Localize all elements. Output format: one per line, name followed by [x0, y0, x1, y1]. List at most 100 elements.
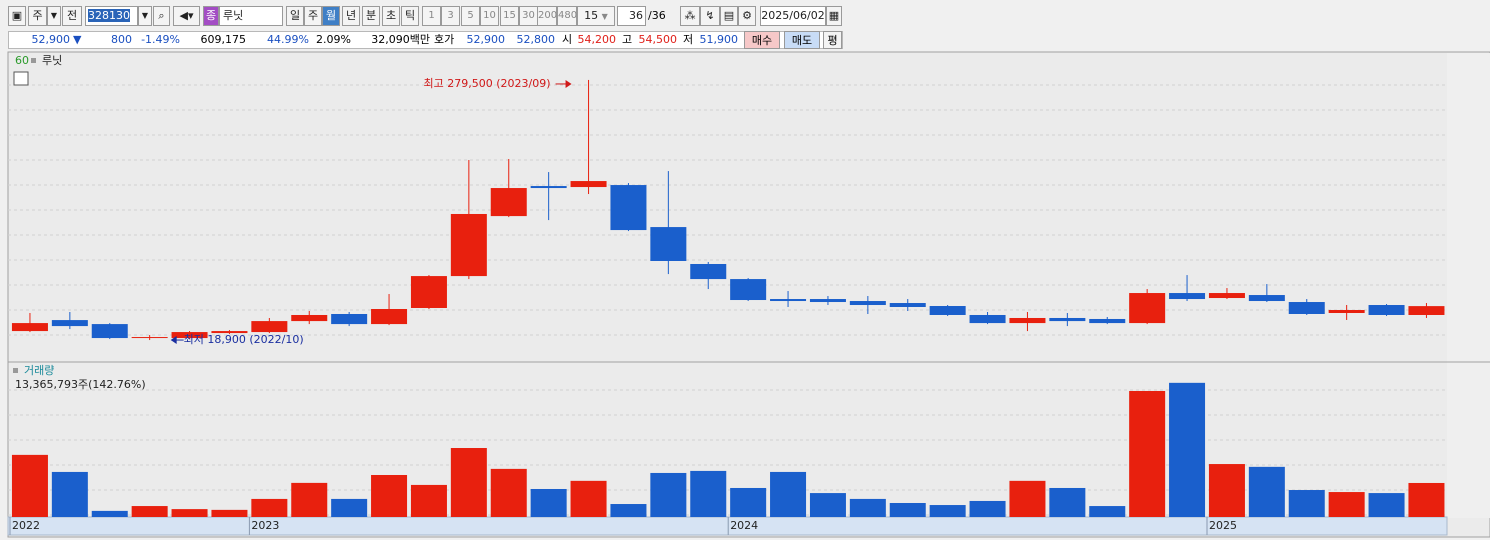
- table-icon[interactable]: [13, 71, 29, 86]
- volume-bar: [1049, 487, 1086, 517]
- volume-bar: [1009, 480, 1046, 517]
- candle-body: [770, 299, 807, 302]
- volume-bar: [929, 505, 966, 517]
- candle-body: [331, 313, 368, 325]
- candle-body: [1328, 310, 1365, 313]
- mode[interactable]: 전: [62, 6, 82, 26]
- candle-body: [849, 301, 886, 306]
- toolbar-button[interactable]: 주: [304, 6, 322, 26]
- candle-body: [131, 337, 168, 339]
- volume-bar: [1208, 464, 1245, 517]
- high-label: 고: [622, 33, 633, 46]
- period[interactable]: 주: [28, 6, 47, 26]
- step-select[interactable]: 15 ▼: [577, 6, 615, 26]
- volume-bar: [969, 500, 1006, 517]
- toolbar-button[interactable]: 틱: [401, 6, 419, 26]
- candle-body: [650, 227, 687, 261]
- toolbar-button[interactable]: 200: [537, 6, 557, 26]
- high-annotation: 최고 279,500 (2023/09): [424, 77, 551, 90]
- volume-title: 거래량: [24, 364, 54, 377]
- volume-bar: [570, 480, 607, 517]
- x-tick-label: 2025: [1209, 519, 1237, 532]
- name-input[interactable]: 루닛: [219, 6, 283, 26]
- sound[interactable]: ◀▾: [173, 6, 200, 26]
- volume-bar: [809, 493, 846, 517]
- toolbar-button[interactable]: 초: [382, 6, 400, 26]
- candle-body: [11, 323, 48, 332]
- change-rate: -1.49%: [141, 33, 180, 46]
- candle-body: [450, 213, 487, 277]
- volume-bar: [690, 470, 727, 517]
- volume-bar: [1408, 482, 1445, 517]
- toolbar-button[interactable]: 1: [422, 6, 441, 26]
- volume-bar: [211, 509, 248, 517]
- toolbar-button[interactable]: 480: [557, 6, 577, 26]
- candle-body: [1089, 318, 1126, 324]
- search[interactable]: ⌕: [153, 6, 170, 26]
- candle-body: [1129, 293, 1166, 324]
- volume-bar: [291, 482, 328, 517]
- candle-body: [610, 185, 647, 231]
- candle-body: [410, 276, 447, 309]
- sell-button[interactable]: 매도: [784, 31, 820, 49]
- tool-icon[interactable]: ↯: [700, 6, 720, 26]
- dropdown[interactable]: ▼: [138, 6, 152, 26]
- high-arrowhead: [565, 79, 572, 88]
- count[interactable]: 36: [617, 6, 646, 26]
- volume-bar: [131, 506, 168, 517]
- volume-bar: [849, 498, 886, 517]
- save-icon[interactable]: ▤: [720, 6, 738, 26]
- volume-bar: [1368, 493, 1405, 517]
- toolbar-button[interactable]: 분: [362, 6, 380, 26]
- toolbar-button[interactable]: 10: [480, 6, 499, 26]
- candle-body: [51, 320, 88, 327]
- x-tick-label: 2022: [12, 519, 40, 532]
- volume-bar: [490, 468, 527, 517]
- volume-bar: [1328, 492, 1365, 517]
- layout-icon[interactable]: ▣: [8, 6, 26, 26]
- price: 52,900: [31, 33, 71, 46]
- settings-icon[interactable]: ⚙: [738, 6, 756, 26]
- volume-bar: [889, 502, 926, 517]
- right-axis: [1447, 53, 1490, 518]
- x-tick-label: 2023: [251, 519, 279, 532]
- candle-body: [929, 306, 966, 315]
- low-label: 저: [683, 33, 694, 46]
- tool-icon[interactable]: ⁂: [680, 6, 700, 26]
- volume-bar: [331, 498, 368, 517]
- toolbar-button[interactable]: 5: [461, 6, 480, 26]
- indicator: 60: [15, 54, 29, 67]
- volume: 609,175: [200, 33, 247, 46]
- open: 54,200: [577, 33, 617, 46]
- volume-bar: [91, 510, 128, 517]
- high: 54,500: [638, 33, 678, 46]
- legend-box: [13, 368, 18, 373]
- avg-button[interactable]: 평: [823, 31, 842, 49]
- volume-bar: [1169, 382, 1206, 517]
- x-axis: [7, 516, 1448, 536]
- candle-body: [91, 324, 128, 339]
- x-tick-label: 2024: [730, 519, 758, 532]
- dropdown[interactable]: ▼: [47, 6, 61, 26]
- toolbar-button[interactable]: 월: [322, 6, 340, 26]
- candle-body: [1049, 317, 1086, 322]
- turnover-rate: 2.09%: [316, 33, 351, 46]
- volume-bar: [610, 504, 647, 517]
- code-input[interactable]: 328130: [85, 6, 138, 26]
- toolbar-button[interactable]: 3: [441, 6, 460, 26]
- volume-bar: [530, 488, 567, 517]
- candle-body: [570, 181, 607, 188]
- candle-body: [291, 314, 328, 322]
- calendar-icon[interactable]: ▦: [826, 6, 842, 26]
- toolbar-button[interactable]: 15: [500, 6, 519, 26]
- buy-button[interactable]: 매수: [744, 31, 780, 49]
- toolbar-button[interactable]: 년: [342, 6, 360, 26]
- candle-body: [809, 299, 846, 303]
- candle-body: [969, 314, 1006, 324]
- code: 328130: [88, 9, 130, 22]
- arrow: ▼: [73, 33, 82, 46]
- date[interactable]: 2025/06/02: [760, 6, 826, 26]
- volume-bar: [450, 448, 487, 517]
- toolbar-button[interactable]: 일: [286, 6, 304, 26]
